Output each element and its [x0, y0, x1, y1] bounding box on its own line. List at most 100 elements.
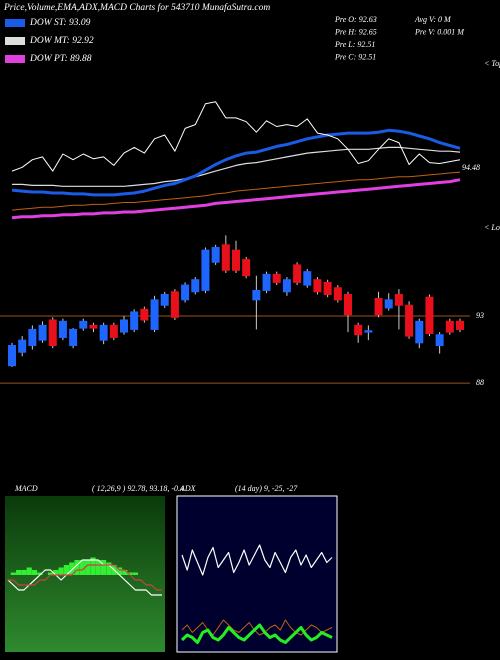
histogram-bar [79, 560, 85, 575]
candle-body [242, 259, 251, 277]
candle-body [18, 339, 27, 353]
candle-body [425, 296, 434, 334]
histogram-bar [74, 560, 80, 575]
candle-body [28, 328, 37, 347]
candle-body [160, 293, 169, 306]
pre-value: Pre C: 92.51 [334, 52, 376, 61]
histogram-bar [100, 560, 107, 575]
histogram-bar [21, 570, 27, 575]
candle-body [8, 345, 16, 367]
histogram-bar [26, 567, 32, 575]
pre-value: Pre H: 92.65 [334, 27, 377, 36]
candle-body [293, 264, 302, 283]
panel-subtitle: ( 12,26,9 ) 92.78, 93.18, -0.4 [92, 484, 184, 493]
candle-body [405, 304, 414, 337]
histogram-bar [132, 572, 139, 575]
y-tick-label: 88 [476, 378, 484, 387]
legend-swatch [5, 55, 25, 63]
candle-body [140, 308, 149, 321]
candle-body [120, 319, 128, 333]
candle-body [130, 311, 139, 330]
candle-body [191, 279, 200, 293]
candle-body [354, 324, 363, 336]
adx-line [181, 544, 333, 576]
candle-body [252, 289, 261, 301]
histogram-bar [31, 570, 38, 575]
candle-body [323, 281, 332, 295]
panel-title: ADX [179, 484, 197, 493]
annotation: < Tops [484, 59, 500, 68]
ema-line [11, 128, 461, 197]
y-tick-label: 93 [476, 311, 484, 320]
candle-body [445, 320, 454, 333]
candle-body [69, 328, 78, 347]
candle-body [48, 319, 57, 347]
histogram-bar [37, 572, 43, 575]
candle-body [384, 299, 393, 309]
pre-value: Pre O: 92.63 [334, 15, 377, 24]
macd-line [7, 559, 162, 596]
page-title: Price,Volume,EMA,ADX,MACD Charts for 543… [3, 2, 270, 13]
histogram-bar [116, 567, 123, 575]
candle-body [394, 293, 403, 306]
candle-body [211, 246, 220, 263]
candle-body [99, 324, 108, 341]
candle-body [282, 279, 291, 293]
histogram-bar [90, 557, 96, 575]
adx-line [180, 623, 333, 644]
candle-body [79, 320, 88, 329]
ema-line [12, 146, 461, 187]
ema-line [11, 171, 461, 211]
histogram-bar [85, 560, 91, 575]
price-line [11, 101, 461, 172]
candle-body [109, 324, 118, 338]
candle-body [364, 330, 373, 333]
legend-swatch [5, 19, 25, 27]
candle-body [150, 299, 159, 330]
panel-subtitle: (14 day) 9, -25, -27 [235, 484, 298, 493]
histogram-bar [122, 570, 128, 575]
candle-body [89, 324, 98, 329]
histogram-bar [69, 562, 75, 575]
annotation: < Lows [484, 223, 500, 232]
candle-body [344, 293, 352, 316]
annotation: 94.48 [462, 163, 480, 172]
ema-line [11, 178, 461, 220]
candle-body [221, 244, 230, 271]
candle-body [170, 291, 179, 318]
histogram-bar [10, 572, 16, 575]
candle-body [272, 273, 281, 283]
legend-label: DOW MT: 92.92 [29, 36, 94, 46]
histogram-bar [53, 570, 59, 575]
candle-body [181, 284, 190, 301]
pre-value: Pre L: 92.51 [334, 40, 375, 49]
histogram-bar [16, 570, 22, 575]
histogram-bar [106, 562, 112, 575]
pre-value: Avg V: 0 M [414, 15, 452, 24]
candle-body [58, 320, 67, 338]
candle-body [435, 334, 444, 347]
candle-body [303, 271, 312, 286]
candle-body [262, 273, 271, 291]
histogram-bar [95, 560, 101, 575]
candle-body [232, 249, 240, 271]
histogram-bar [127, 572, 133, 575]
histogram-bar [58, 567, 64, 575]
candle-body [313, 279, 322, 293]
candle-body [456, 320, 464, 330]
macd-line [8, 564, 162, 591]
candle-body [415, 320, 424, 344]
candle-body [374, 298, 383, 316]
candle-body [333, 287, 342, 301]
panel-title: MACD [14, 484, 38, 493]
legend-swatch [5, 37, 25, 45]
legend-label: DOW ST: 93.09 [29, 18, 91, 28]
legend-label: DOW PT: 89.88 [29, 54, 92, 64]
adx-line [181, 619, 333, 636]
candle-body [38, 324, 47, 341]
histogram-bar [47, 572, 54, 575]
pre-value: Pre V: 0.001 M [414, 27, 465, 36]
histogram-bar [63, 565, 70, 575]
candle-body [201, 249, 210, 291]
